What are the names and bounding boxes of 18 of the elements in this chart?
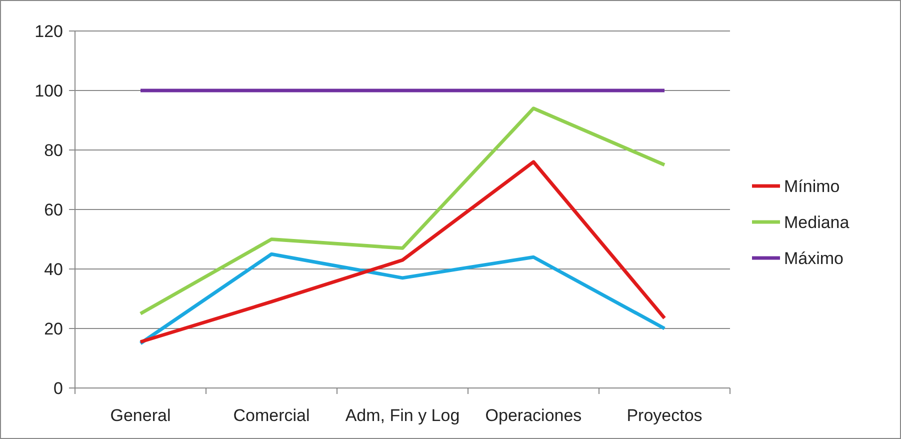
- legend-label: Mínimo: [784, 176, 840, 196]
- x-tick-label: Comercial: [233, 406, 310, 425]
- y-tick-label: 100: [34, 81, 63, 100]
- y-tick-label: 20: [44, 319, 63, 338]
- line-series: [138, 106, 666, 316]
- legend-label: Mediana: [784, 212, 850, 232]
- y-tick-label: 0: [54, 378, 63, 398]
- y-tick-label: 60: [44, 200, 63, 220]
- y-tick-label: 120: [34, 22, 63, 41]
- x-tick-label: Operaciones: [485, 406, 582, 425]
- legend-label: Máximo: [784, 248, 844, 268]
- y-tick-label: 80: [44, 140, 63, 160]
- y-tick-label: 40: [44, 260, 63, 279]
- line-series: [138, 160, 666, 344]
- line-series: [138, 252, 666, 346]
- x-tick-label: General: [110, 406, 171, 425]
- x-tick-label: Proyectos: [626, 406, 702, 425]
- x-tick-label: Adm, Fin y Log: [345, 406, 460, 425]
